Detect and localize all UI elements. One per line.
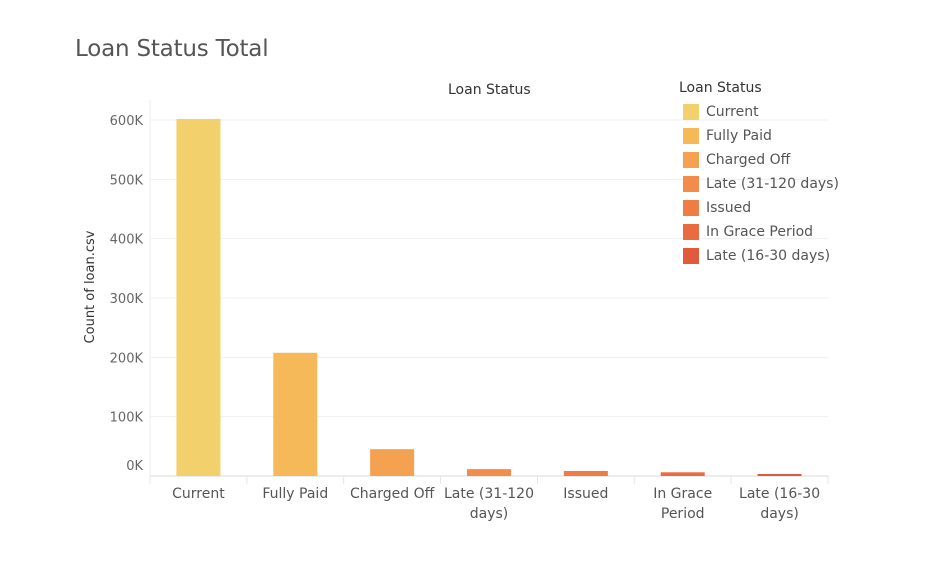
y-axis-label: Count of loan.csv	[83, 230, 98, 343]
legend-item[interactable]: Fully Paid	[679, 124, 839, 148]
bar-late-16-30-days[interactable]	[757, 474, 802, 476]
bar-issued[interactable]	[563, 470, 608, 476]
legend-item[interactable]: Late (16-30 days)	[679, 244, 839, 268]
bar-late-31-120-days[interactable]	[467, 469, 511, 476]
x-tick-label: Charged Off	[350, 486, 435, 502]
legend-swatch	[683, 224, 699, 240]
bar-fully-paid[interactable]	[273, 352, 318, 476]
legend-label: Fully Paid	[706, 128, 772, 144]
y-axis: 0K 100K 200K 300K 400K 500K 600K	[110, 100, 151, 476]
y-tick-label: 500K	[110, 173, 144, 188]
y-tick-label: 0K	[126, 459, 143, 474]
legend-label: Late (16-30 days)	[706, 248, 831, 264]
bar-current[interactable]	[176, 118, 221, 476]
legend-label: Current	[706, 104, 759, 120]
bars	[176, 118, 802, 476]
y-tick-label: 200K	[110, 351, 144, 366]
x-tick-label: Late (16-30	[739, 486, 820, 502]
legend-label: In Grace Period	[706, 224, 814, 240]
legend-items: Current Fully Paid Charged Off Late (31-120…	[679, 100, 839, 268]
legend-item[interactable]: Late (31-120 days)	[679, 172, 839, 196]
bar-charged-off[interactable]	[370, 449, 415, 476]
legend: Loan Status Current Fully Paid Charged Off…	[679, 80, 839, 268]
legend-title: Loan Status	[679, 80, 762, 96]
legend-swatch	[683, 152, 699, 168]
x-tick-label: Fully Paid	[262, 486, 328, 502]
x-tick-label: In Grace	[653, 486, 712, 502]
x-tick-label: Current	[172, 486, 225, 502]
x-axis: Current Fully Paid Charged Off Late (31-120…	[149, 476, 829, 522]
legend-swatch	[683, 176, 699, 192]
chart-title: Loan Status Total	[75, 36, 269, 62]
x-tick-label: Issued	[563, 486, 608, 502]
legend-item[interactable]: Issued	[679, 196, 839, 220]
legend-item[interactable]: Current	[679, 100, 839, 124]
legend-label: Issued	[706, 200, 752, 216]
legend-swatch	[683, 128, 699, 144]
x-tick-label: days)	[470, 506, 509, 522]
legend-swatch	[683, 104, 699, 120]
column-header: Loan Status	[448, 82, 531, 98]
legend-swatch	[683, 200, 699, 216]
y-tick-label: 600K	[110, 114, 144, 129]
bar-in-grace-period[interactable]	[660, 472, 705, 476]
x-tick-label: Period	[661, 506, 705, 522]
y-tick-label: 100K	[110, 411, 144, 426]
legend-item[interactable]: In Grace Period	[679, 220, 839, 244]
x-tick-label: Late (31-120	[444, 486, 534, 502]
legend-item[interactable]: Charged Off	[679, 148, 839, 172]
legend-label: Charged Off	[706, 152, 791, 168]
y-tick-label: 300K	[110, 292, 144, 307]
x-tick-label: days)	[760, 506, 799, 522]
legend-label: Late (31-120 days)	[706, 176, 839, 192]
legend-swatch	[683, 248, 699, 264]
y-tick-label: 400K	[110, 233, 144, 248]
